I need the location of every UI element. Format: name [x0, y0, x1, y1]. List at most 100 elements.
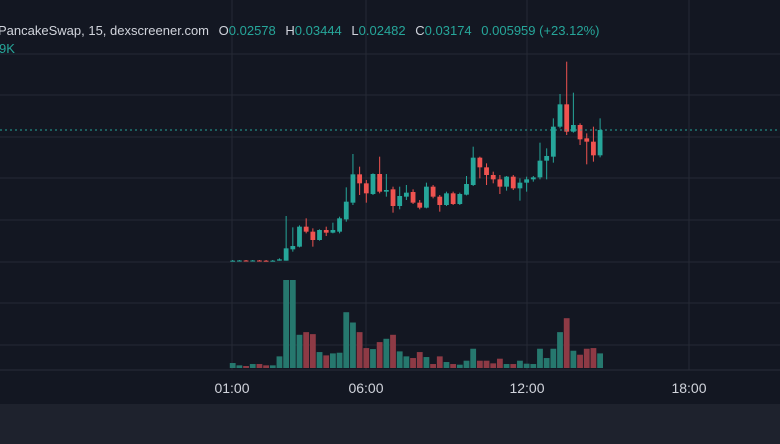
volume-bar: [497, 358, 503, 368]
low-value: 0.02482: [358, 23, 406, 38]
volume-value: 9K: [0, 41, 15, 56]
volume-bar: [570, 350, 577, 368]
candle-body: [490, 174, 496, 180]
candle-body: [484, 167, 489, 175]
volume-bar: [256, 364, 263, 368]
candle-body: [417, 202, 423, 208]
volume-bar: [456, 364, 463, 368]
candle-body: [270, 260, 276, 262]
volume-bar: [303, 332, 310, 368]
candle-body: [424, 186, 429, 208]
low-label: L: [351, 23, 359, 38]
volume-bar: [410, 358, 416, 368]
volume-bar: [376, 342, 383, 368]
volume-bar: [403, 356, 410, 368]
symbol-label: PancakeSwap, 15, dexscreener.com: [0, 23, 210, 38]
candle-body: [263, 260, 269, 262]
volume-bar: [537, 348, 543, 368]
candle-body: [524, 179, 530, 183]
volume-bar: [577, 354, 583, 368]
volume-bar: [283, 280, 290, 368]
candle-body: [470, 157, 476, 185]
candle-body: [550, 126, 556, 157]
candle-body: [330, 229, 336, 233]
candle-body: [363, 183, 369, 194]
volume-bar: [316, 352, 323, 368]
ohlc-legend: PancakeSwap, 15, dexscreener.com O0.0257…: [0, 23, 599, 38]
high-value: 0.03444: [294, 23, 342, 38]
open-value: 0.02578: [228, 23, 276, 38]
candle-body: [430, 186, 436, 197]
candle-body: [377, 173, 383, 192]
volume-bar: [343, 312, 350, 368]
volume-bar: [336, 352, 343, 368]
volume-bar: [557, 332, 563, 368]
candle-body: [403, 192, 409, 197]
volume-bar: [543, 358, 550, 368]
volume-bar: [263, 365, 269, 368]
candles: [230, 61, 603, 262]
candle-body: [450, 193, 456, 204]
candle-body: [410, 191, 416, 203]
candle-body: [577, 124, 583, 140]
volume-bar: [370, 349, 376, 368]
candle-body: [337, 218, 342, 232]
candle-body: [317, 229, 322, 240]
candle-body: [243, 260, 249, 262]
candle-body: [230, 260, 236, 262]
volume-bar: [450, 364, 457, 368]
close-value: 0.03174: [424, 23, 472, 38]
candle-body: [397, 195, 403, 206]
volume-bar: [396, 351, 403, 368]
volume-bar: [390, 334, 396, 368]
x-tick-label: 06:00: [348, 380, 383, 396]
candle-body: [477, 157, 483, 168]
volume-bar: [330, 353, 336, 368]
volume-bar: [563, 318, 570, 368]
candle-body: [323, 229, 329, 233]
close-label: C: [415, 23, 425, 38]
volume-bar: [243, 366, 249, 368]
candle-body: [497, 179, 503, 187]
candle-body: [236, 260, 242, 262]
x-tick-label: 12:00: [509, 380, 544, 396]
bottom-toolbar: [0, 404, 780, 444]
candle-body: [457, 193, 463, 204]
volume-bar: [443, 362, 450, 368]
x-tick-label: 18:00: [671, 380, 706, 396]
candle-body: [510, 176, 516, 189]
volume-bar: [550, 348, 557, 368]
candle-body: [464, 183, 469, 195]
volume-bar: [490, 363, 497, 368]
volume-bar: [517, 360, 523, 368]
volume-bar: [503, 364, 510, 368]
candle-body: [257, 260, 262, 262]
candle-body: [557, 104, 563, 127]
chart-background: [0, 0, 780, 404]
volume-bar: [363, 348, 370, 368]
volume-bar: [269, 365, 276, 368]
volume-bar: [590, 348, 597, 368]
volume-bar: [436, 356, 443, 368]
volume-bar: [476, 360, 483, 368]
candle-body: [591, 141, 596, 156]
candle-body: [584, 138, 590, 142]
volume-bar: [356, 332, 363, 368]
x-tick-label: 01:00: [214, 380, 249, 396]
volume-bars: [229, 280, 603, 368]
volume-bar: [309, 334, 316, 368]
volume-bar: [463, 360, 470, 368]
volume-bar: [323, 355, 330, 368]
candle-body: [283, 248, 289, 261]
candle-body: [310, 231, 316, 240]
volume-bar: [289, 280, 296, 368]
candle-body: [504, 176, 509, 187]
candle-body: [343, 201, 349, 220]
candle-body: [297, 226, 302, 247]
candle-body: [517, 182, 523, 189]
candle-body: [357, 174, 363, 184]
volume-bar: [249, 364, 256, 368]
candle-body: [303, 226, 309, 232]
volume-bar: [483, 360, 490, 368]
candlestick-chart[interactable]: 01:00 06:00 12:00 18:00: [0, 0, 780, 404]
